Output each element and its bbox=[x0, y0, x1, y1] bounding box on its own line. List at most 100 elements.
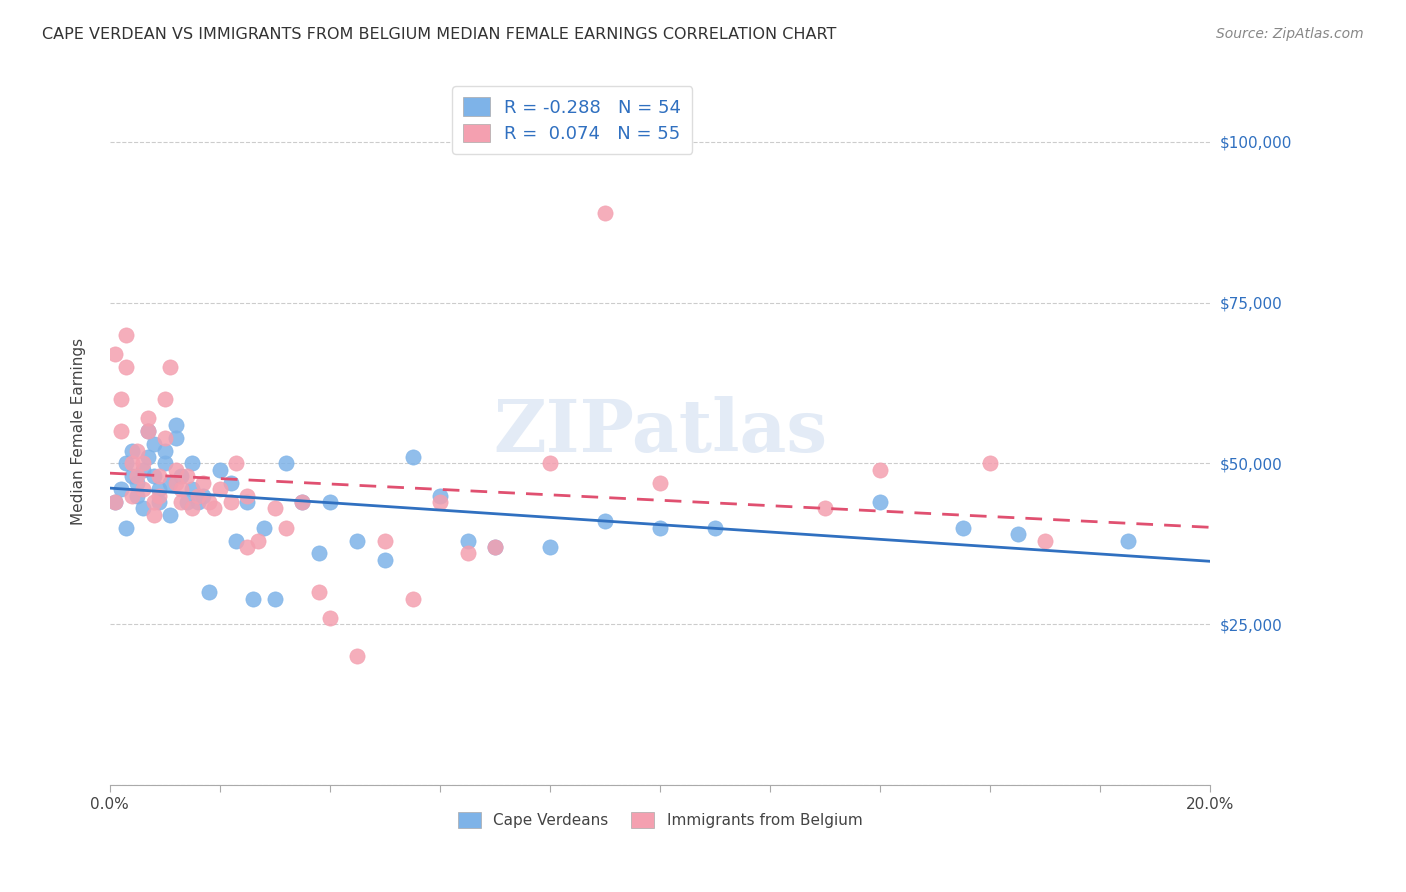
Point bbox=[1035, 533, 1057, 548]
Point bbox=[274, 521, 297, 535]
Point bbox=[593, 205, 616, 219]
Point bbox=[374, 533, 396, 548]
Point bbox=[115, 457, 138, 471]
Point bbox=[121, 489, 143, 503]
Point bbox=[650, 521, 672, 535]
Point bbox=[115, 359, 138, 374]
Point bbox=[104, 495, 127, 509]
Point bbox=[148, 469, 170, 483]
Point bbox=[132, 457, 155, 471]
Point bbox=[1116, 533, 1139, 548]
Point bbox=[202, 501, 225, 516]
Point bbox=[159, 359, 181, 374]
Point bbox=[127, 469, 149, 483]
Point bbox=[346, 533, 368, 548]
Point bbox=[198, 495, 221, 509]
Point bbox=[165, 475, 187, 490]
Point bbox=[814, 501, 837, 516]
Point bbox=[142, 437, 165, 451]
Point bbox=[176, 495, 198, 509]
Point bbox=[979, 457, 1001, 471]
Point bbox=[538, 457, 561, 471]
Point bbox=[142, 495, 165, 509]
Point bbox=[219, 475, 242, 490]
Point bbox=[110, 424, 132, 438]
Point bbox=[429, 489, 451, 503]
Point bbox=[319, 495, 342, 509]
Point bbox=[484, 540, 506, 554]
Point bbox=[170, 482, 193, 496]
Point bbox=[165, 463, 187, 477]
Point bbox=[153, 392, 176, 406]
Point bbox=[187, 489, 209, 503]
Point bbox=[127, 475, 149, 490]
Point bbox=[159, 508, 181, 522]
Point bbox=[138, 424, 160, 438]
Point bbox=[274, 457, 297, 471]
Point bbox=[457, 533, 479, 548]
Point bbox=[132, 501, 155, 516]
Point bbox=[121, 457, 143, 471]
Point bbox=[242, 591, 264, 606]
Point bbox=[148, 482, 170, 496]
Point bbox=[869, 495, 891, 509]
Point bbox=[121, 443, 143, 458]
Point bbox=[291, 495, 314, 509]
Point bbox=[374, 553, 396, 567]
Point bbox=[319, 611, 342, 625]
Point bbox=[121, 469, 143, 483]
Point bbox=[538, 540, 561, 554]
Point bbox=[165, 431, 187, 445]
Point bbox=[346, 649, 368, 664]
Point bbox=[291, 495, 314, 509]
Point bbox=[308, 547, 330, 561]
Point bbox=[181, 482, 204, 496]
Point bbox=[153, 443, 176, 458]
Point bbox=[253, 521, 276, 535]
Point bbox=[110, 392, 132, 406]
Point bbox=[104, 347, 127, 361]
Point bbox=[401, 450, 423, 464]
Point bbox=[401, 591, 423, 606]
Point bbox=[138, 411, 160, 425]
Y-axis label: Median Female Earnings: Median Female Earnings bbox=[72, 338, 86, 524]
Point bbox=[225, 457, 247, 471]
Point bbox=[148, 489, 170, 503]
Point bbox=[142, 469, 165, 483]
Point bbox=[181, 457, 204, 471]
Legend: Cape Verdeans, Immigrants from Belgium: Cape Verdeans, Immigrants from Belgium bbox=[451, 805, 869, 834]
Point bbox=[236, 489, 259, 503]
Point bbox=[187, 495, 209, 509]
Text: ZIPatlas: ZIPatlas bbox=[494, 396, 827, 467]
Point bbox=[181, 501, 204, 516]
Point bbox=[193, 489, 215, 503]
Point bbox=[193, 475, 215, 490]
Point bbox=[219, 495, 242, 509]
Point bbox=[165, 417, 187, 432]
Text: Source: ZipAtlas.com: Source: ZipAtlas.com bbox=[1216, 27, 1364, 41]
Point bbox=[132, 463, 155, 477]
Point bbox=[138, 450, 160, 464]
Point bbox=[264, 591, 287, 606]
Point bbox=[264, 501, 287, 516]
Point bbox=[170, 495, 193, 509]
Point bbox=[484, 540, 506, 554]
Point bbox=[247, 533, 270, 548]
Point bbox=[115, 327, 138, 342]
Point bbox=[127, 489, 149, 503]
Point bbox=[429, 495, 451, 509]
Point bbox=[952, 521, 974, 535]
Point bbox=[308, 585, 330, 599]
Point bbox=[138, 424, 160, 438]
Point bbox=[236, 540, 259, 554]
Point bbox=[593, 514, 616, 528]
Point bbox=[457, 547, 479, 561]
Point bbox=[704, 521, 727, 535]
Point bbox=[236, 495, 259, 509]
Point bbox=[208, 482, 231, 496]
Point bbox=[110, 482, 132, 496]
Point bbox=[153, 457, 176, 471]
Text: CAPE VERDEAN VS IMMIGRANTS FROM BELGIUM MEDIAN FEMALE EARNINGS CORRELATION CHART: CAPE VERDEAN VS IMMIGRANTS FROM BELGIUM … bbox=[42, 27, 837, 42]
Point bbox=[650, 475, 672, 490]
Point bbox=[153, 431, 176, 445]
